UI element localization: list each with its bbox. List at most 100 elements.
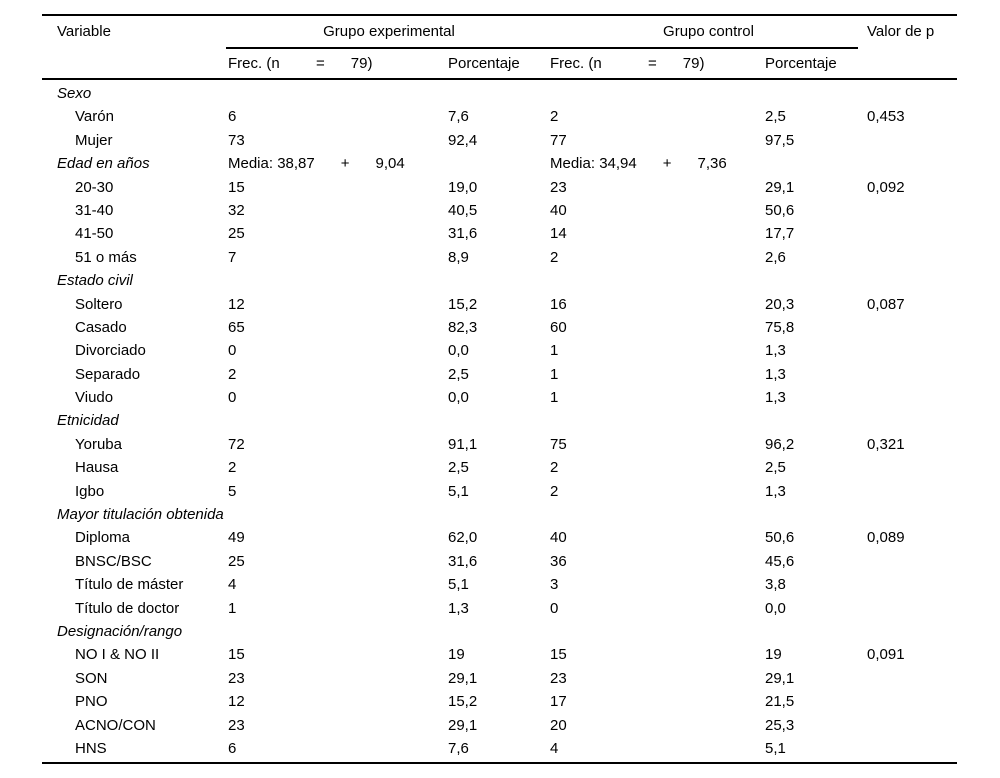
freq-part: Media: 34,94 <box>550 155 637 173</box>
freq-control: 1 <box>550 389 559 407</box>
group-span-rule <box>226 47 858 49</box>
freq-control: 17 <box>550 693 567 711</box>
pct-experimental: 7,6 <box>448 108 469 126</box>
row-label: Mujer <box>75 131 113 149</box>
freq-experimental: 2 <box>228 459 237 477</box>
freq-experimental: 6 <box>228 108 237 126</box>
pct-control: 1,3 <box>765 482 786 500</box>
column-header-variable: Variable <box>57 23 111 40</box>
freq-experimental: 4 <box>228 576 237 594</box>
pct-experimental: 8,9 <box>448 248 469 266</box>
table-row: SON 23 29,1 23 29,1 <box>42 667 957 690</box>
row-label: Mayor titulación obtenida <box>57 506 224 524</box>
row-label: NO I & NO II <box>75 646 160 664</box>
table-row: Designación/rango <box>42 620 957 643</box>
row-label: 31-40 <box>75 201 114 219</box>
freq-experimental: 25 <box>228 225 245 243</box>
freq-experimental: 0 <box>228 342 237 360</box>
column-header-group-experimental: Grupo experimental <box>323 23 455 40</box>
freq-control: 2 <box>550 459 559 477</box>
pct-control: 0,0 <box>765 599 786 617</box>
freq-experimental: 0 <box>228 389 237 407</box>
freq-control: 4 <box>550 739 559 757</box>
freq-header-equals: = <box>316 55 325 72</box>
row-label: Estado civil <box>57 272 133 290</box>
table-row: Varón 6 7,6 2 2,5 0,453 <box>42 105 957 128</box>
pct-control: 5,1 <box>765 739 786 757</box>
freq-control: 3 <box>550 576 559 594</box>
freq-part: 9,04 <box>375 155 405 173</box>
table-top-rule <box>42 14 957 16</box>
pct-experimental: 0,0 <box>448 389 469 407</box>
row-label: 20-30 <box>75 178 114 196</box>
freq-control: 1 <box>550 365 559 383</box>
freq-part: + <box>340 155 350 173</box>
p-value: 0,092 <box>867 178 905 196</box>
freq-header-label: Frec. (n <box>550 55 602 72</box>
table-row: Viudo 0 0,0 1 1,3 <box>42 386 957 409</box>
pct-control: 2,5 <box>765 459 786 477</box>
row-label: Designación/rango <box>57 622 183 640</box>
table-row: Soltero 12 15,2 16 20,3 0,087 <box>42 293 957 316</box>
table-row: Sexo <box>42 82 957 105</box>
pct-control: 21,5 <box>765 693 795 711</box>
table-row: Mujer 73 92,4 77 97,5 <box>42 129 957 152</box>
table-row: PNO 12 15,2 17 21,5 <box>42 690 957 713</box>
row-label: Igbo <box>75 482 105 500</box>
pct-experimental: 2,5 <box>448 459 469 477</box>
table-row: Divorciado 0 0,0 1 1,3 <box>42 339 957 362</box>
freq-part: + <box>662 155 672 173</box>
row-label: Título de doctor <box>75 599 180 617</box>
row-label: ACNO/CON <box>75 716 156 734</box>
pct-experimental: 19 <box>448 646 465 664</box>
pct-experimental: 1,3 <box>448 599 469 617</box>
freq-header-n: 79) <box>682 55 705 72</box>
table-row: 31-40 32 40,5 40 50,6 <box>42 199 957 222</box>
table-row: Diploma 49 62,0 40 50,6 0,089 <box>42 526 957 549</box>
freq-experimental: 12 <box>228 693 245 711</box>
table-row: Título de doctor 1 1,3 0 0,0 <box>42 597 957 620</box>
row-label: 51 o más <box>75 248 137 266</box>
pct-experimental: 15,2 <box>448 693 478 711</box>
pct-experimental: 40,5 <box>448 201 478 219</box>
table-row: Mayor titulación obtenida <box>42 503 957 526</box>
freq-experimental: 6 <box>228 739 237 757</box>
freq-control: 20 <box>550 716 567 734</box>
table-row: Yoruba 72 91,1 75 96,2 0,321 <box>42 433 957 456</box>
freq-control: 75 <box>550 435 567 453</box>
pct-experimental: 92,4 <box>448 131 478 149</box>
freq-experimental: 32 <box>228 201 245 219</box>
freq-experimental: 65 <box>228 318 245 336</box>
pct-experimental: 5,1 <box>448 482 469 500</box>
freq-control: 40 <box>550 201 567 219</box>
freq-experimental: 15 <box>228 646 245 664</box>
row-label: Yoruba <box>75 435 122 453</box>
table-row: Edad en años Media: 38,87 +9,04 Media: 34,9… <box>42 152 957 175</box>
pct-control: 50,6 <box>765 201 795 219</box>
freq-control: 77 <box>550 131 567 149</box>
freq-control: 2 <box>550 108 559 126</box>
subheader-row: Frec. (n = 79) Porcentaje Frec. (n = 79)… <box>42 49 957 78</box>
pct-experimental: 15,2 <box>448 295 478 313</box>
table-row: 51 o más 7 8,9 2 2,6 <box>42 246 957 269</box>
row-label: Varón <box>75 108 114 126</box>
table-row: Hausa 2 2,5 2 2,5 <box>42 456 957 479</box>
row-label: Etnicidad <box>57 412 119 430</box>
freq-experimental: 25 <box>228 552 245 570</box>
row-label: HNS <box>75 739 107 757</box>
row-label: SON <box>75 669 108 687</box>
pct-control: 2,6 <box>765 248 786 266</box>
row-label: Edad en años <box>57 155 150 173</box>
freq-part: Media: 38,87 <box>228 155 315 173</box>
freq-control: 36 <box>550 552 567 570</box>
pct-control: 2,5 <box>765 108 786 126</box>
row-label: Diploma <box>75 529 131 547</box>
table-row: HNS 6 7,6 4 5,1 <box>42 737 957 760</box>
table-row: 41-50 25 31,6 14 17,7 <box>42 222 957 245</box>
freq-experimental: 72 <box>228 435 245 453</box>
row-label: BNSC/BSC <box>75 552 152 570</box>
column-header-p-value: Valor de p <box>867 23 935 40</box>
pct-control: 17,7 <box>765 225 795 243</box>
column-header-group-control: Grupo control <box>663 23 754 40</box>
